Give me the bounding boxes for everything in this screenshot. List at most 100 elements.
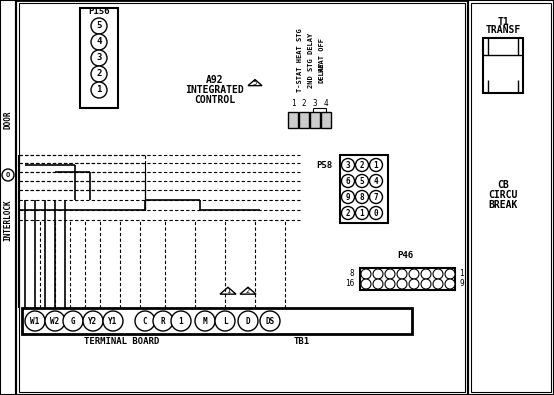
Text: A92: A92 [206, 75, 224, 85]
Text: 4: 4 [374, 177, 378, 186]
Circle shape [356, 207, 368, 220]
Circle shape [238, 311, 258, 331]
Circle shape [409, 279, 419, 289]
Text: 3: 3 [346, 160, 350, 169]
Circle shape [91, 34, 107, 50]
Text: 2ND STG DELAY: 2ND STG DELAY [308, 32, 314, 88]
Text: TB1: TB1 [294, 337, 310, 346]
Text: R: R [161, 316, 165, 325]
Text: 16: 16 [345, 280, 354, 288]
Circle shape [433, 279, 443, 289]
Text: M: M [203, 316, 207, 325]
Circle shape [421, 269, 431, 279]
Text: INTERLOCK: INTERLOCK [3, 199, 13, 241]
Circle shape [445, 269, 455, 279]
Circle shape [373, 269, 383, 279]
Text: 1: 1 [96, 85, 102, 94]
Bar [468, 0, 554, 395]
Bar [360, 268, 455, 290]
Text: 8: 8 [350, 269, 354, 278]
Circle shape [91, 50, 107, 66]
Text: 3: 3 [96, 53, 102, 62]
Text: 5: 5 [253, 80, 257, 86]
Text: T1: T1 [497, 17, 509, 27]
Text: 2: 2 [246, 288, 250, 294]
Text: DS: DS [265, 316, 275, 325]
Text: 5: 5 [96, 21, 102, 30]
Text: C: C [143, 316, 147, 325]
Circle shape [215, 311, 235, 331]
Text: 6: 6 [346, 177, 350, 186]
Circle shape [370, 207, 382, 220]
Text: 1: 1 [360, 209, 365, 218]
Text: DELAY: DELAY [319, 61, 325, 83]
Bar [22, 308, 412, 334]
Text: 5: 5 [360, 177, 365, 186]
Text: Y2: Y2 [89, 316, 98, 325]
Text: 0: 0 [374, 209, 378, 218]
Bar [340, 155, 388, 223]
Text: T-STAT HEAT STG: T-STAT HEAT STG [297, 28, 303, 92]
Text: INTEGRATED: INTEGRATED [186, 85, 244, 95]
Text: 8: 8 [360, 192, 365, 201]
Circle shape [153, 311, 173, 331]
Circle shape [397, 269, 407, 279]
Circle shape [373, 279, 383, 289]
Bar [483, 38, 523, 93]
Text: 2: 2 [302, 100, 306, 109]
Text: CB: CB [497, 180, 509, 190]
Text: 3: 3 [312, 100, 317, 109]
Text: BREAK: BREAK [488, 200, 517, 210]
Text: 4: 4 [96, 38, 102, 47]
Circle shape [361, 279, 371, 289]
Circle shape [103, 311, 123, 331]
Circle shape [341, 207, 355, 220]
Bar [0, 0, 16, 395]
Bar [19, 3, 465, 392]
Text: TRANSF: TRANSF [485, 25, 521, 35]
Circle shape [409, 269, 419, 279]
Text: 1: 1 [226, 288, 230, 294]
Circle shape [2, 169, 14, 181]
Text: 7: 7 [374, 192, 378, 201]
Circle shape [421, 279, 431, 289]
Text: 9: 9 [346, 192, 350, 201]
Circle shape [385, 269, 395, 279]
Circle shape [171, 311, 191, 331]
Circle shape [385, 279, 395, 289]
Circle shape [25, 311, 45, 331]
Text: G: G [71, 316, 75, 325]
Text: HEAT OFF: HEAT OFF [319, 38, 325, 72]
Circle shape [91, 66, 107, 82]
Circle shape [91, 18, 107, 34]
Bar [16, 0, 468, 395]
Circle shape [341, 190, 355, 203]
Bar [321, 112, 331, 128]
Text: 2: 2 [360, 160, 365, 169]
Bar [471, 3, 551, 392]
Circle shape [83, 311, 103, 331]
Text: 1: 1 [459, 269, 464, 278]
Circle shape [433, 269, 443, 279]
Circle shape [370, 175, 382, 188]
Text: W2: W2 [50, 316, 60, 325]
Text: P58: P58 [316, 160, 332, 169]
Circle shape [341, 158, 355, 171]
Text: O: O [6, 172, 10, 178]
Circle shape [361, 269, 371, 279]
Circle shape [356, 158, 368, 171]
Text: L: L [223, 316, 227, 325]
Text: 2: 2 [346, 209, 350, 218]
Circle shape [341, 175, 355, 188]
Text: 1: 1 [291, 100, 295, 109]
Text: 2: 2 [96, 70, 102, 79]
Text: W1: W1 [30, 316, 40, 325]
Text: 1: 1 [179, 316, 183, 325]
Bar [80, 8, 118, 108]
Circle shape [260, 311, 280, 331]
Circle shape [370, 158, 382, 171]
Circle shape [356, 190, 368, 203]
Text: 9: 9 [459, 280, 464, 288]
Text: Y1: Y1 [109, 316, 117, 325]
Circle shape [445, 279, 455, 289]
